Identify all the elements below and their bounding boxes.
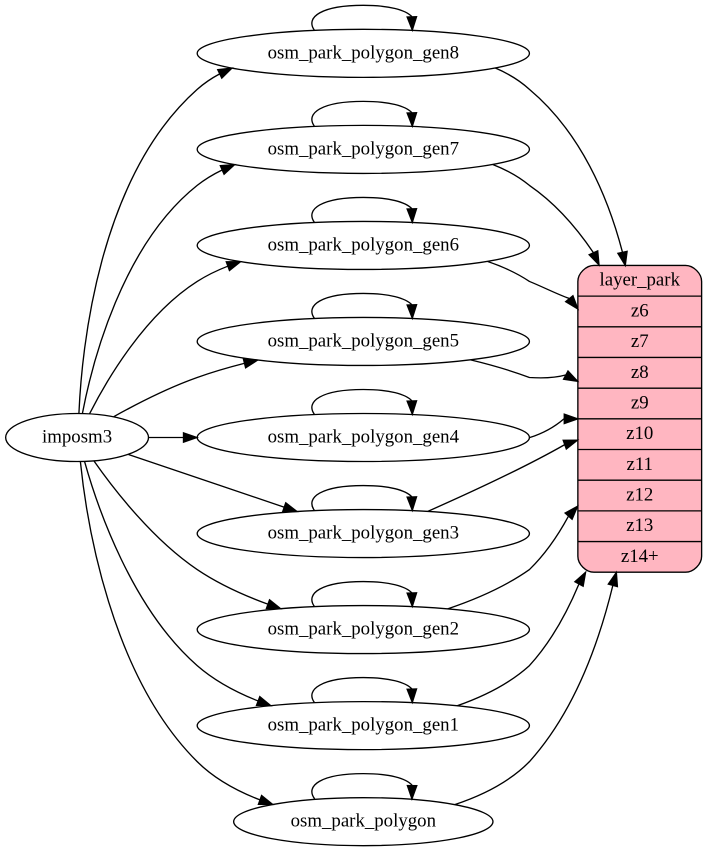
svg-text:imposm3: imposm3 <box>42 427 112 448</box>
svg-text:osm_park_polygon_gen8: osm_park_polygon_gen8 <box>268 42 459 63</box>
svg-text:osm_park_polygon: osm_park_polygon <box>291 811 437 832</box>
svg-text:osm_park_polygon_gen1: osm_park_polygon_gen1 <box>268 715 459 736</box>
svg-text:z14+: z14+ <box>621 546 659 567</box>
svg-text:z11: z11 <box>626 454 653 475</box>
svg-text:osm_park_polygon_gen2: osm_park_polygon_gen2 <box>268 619 459 640</box>
svg-text:osm_park_polygon_gen5: osm_park_polygon_gen5 <box>268 330 459 351</box>
svg-text:osm_park_polygon_gen6: osm_park_polygon_gen6 <box>268 234 459 255</box>
svg-text:layer_park: layer_park <box>599 270 680 291</box>
svg-text:z6: z6 <box>631 300 649 321</box>
svg-text:z12: z12 <box>626 485 653 506</box>
svg-text:osm_park_polygon_gen3: osm_park_polygon_gen3 <box>268 523 459 544</box>
svg-text:z10: z10 <box>626 423 653 444</box>
svg-text:osm_park_polygon_gen4: osm_park_polygon_gen4 <box>268 427 460 448</box>
svg-text:z7: z7 <box>631 331 649 352</box>
svg-text:z9: z9 <box>631 392 649 413</box>
svg-text:z13: z13 <box>626 515 653 536</box>
svg-text:z8: z8 <box>631 362 649 383</box>
svg-text:osm_park_polygon_gen7: osm_park_polygon_gen7 <box>268 138 459 159</box>
